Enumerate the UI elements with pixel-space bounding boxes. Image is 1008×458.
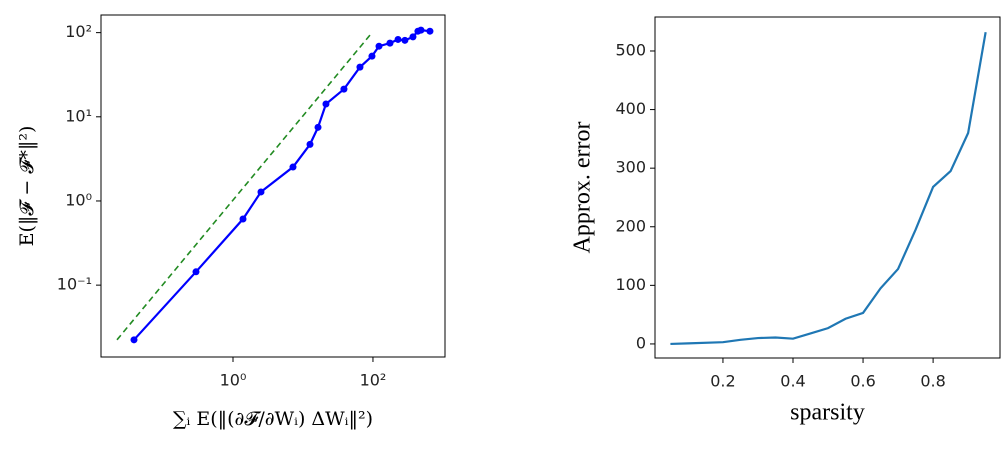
y-axis-label: Approx. error xyxy=(570,122,596,254)
data-point xyxy=(322,100,330,108)
x-axis-label: ∑ᵢ E(‖(∂𝓕/∂Wᵢ) ΔWᵢ‖²) xyxy=(173,408,373,430)
data-point xyxy=(409,33,417,41)
data-point xyxy=(257,188,265,196)
x-tick-label: 0.4 xyxy=(780,372,805,391)
y-tick-label: 0 xyxy=(636,333,646,352)
y-tick-label: 300 xyxy=(615,158,646,177)
y-tick-label: 500 xyxy=(615,40,646,59)
data-point xyxy=(130,336,138,344)
y-axis-label: E(‖𝓕 − 𝓕*‖²) xyxy=(16,126,38,247)
data-point xyxy=(426,27,434,35)
data-point xyxy=(239,215,247,223)
series-line xyxy=(670,32,987,346)
plot-frame xyxy=(100,14,446,358)
data-point xyxy=(340,85,348,93)
series-line xyxy=(133,29,431,341)
data-point xyxy=(306,140,314,148)
y-tick-label: 10¹ xyxy=(65,106,92,125)
y-tick-label: 10⁻¹ xyxy=(57,275,92,294)
data-point xyxy=(417,26,425,34)
data-point xyxy=(401,36,409,44)
plot-frame xyxy=(654,16,1001,359)
data-point xyxy=(192,268,200,276)
data-point xyxy=(368,52,376,60)
data-point xyxy=(394,35,402,43)
data-point xyxy=(375,42,383,50)
data-point xyxy=(289,163,297,171)
data-point xyxy=(314,123,322,131)
x-tick-label: 0.2 xyxy=(710,372,735,391)
data-point xyxy=(356,63,364,71)
data-point xyxy=(386,39,394,47)
y-tick-label: 200 xyxy=(615,216,646,235)
x-tick-label: 10² xyxy=(360,371,387,390)
y-tick-label: 400 xyxy=(615,99,646,118)
y-tick-label: 10⁰ xyxy=(65,190,92,209)
series-line xyxy=(116,32,373,341)
x-axis-label: sparsity xyxy=(790,400,865,426)
y-tick-label: 10² xyxy=(65,22,92,41)
x-tick-label: 0.8 xyxy=(920,372,945,391)
x-tick-label: 0.6 xyxy=(850,372,875,391)
y-tick-label: 100 xyxy=(615,275,646,294)
x-tick-label: 10⁰ xyxy=(220,371,247,390)
